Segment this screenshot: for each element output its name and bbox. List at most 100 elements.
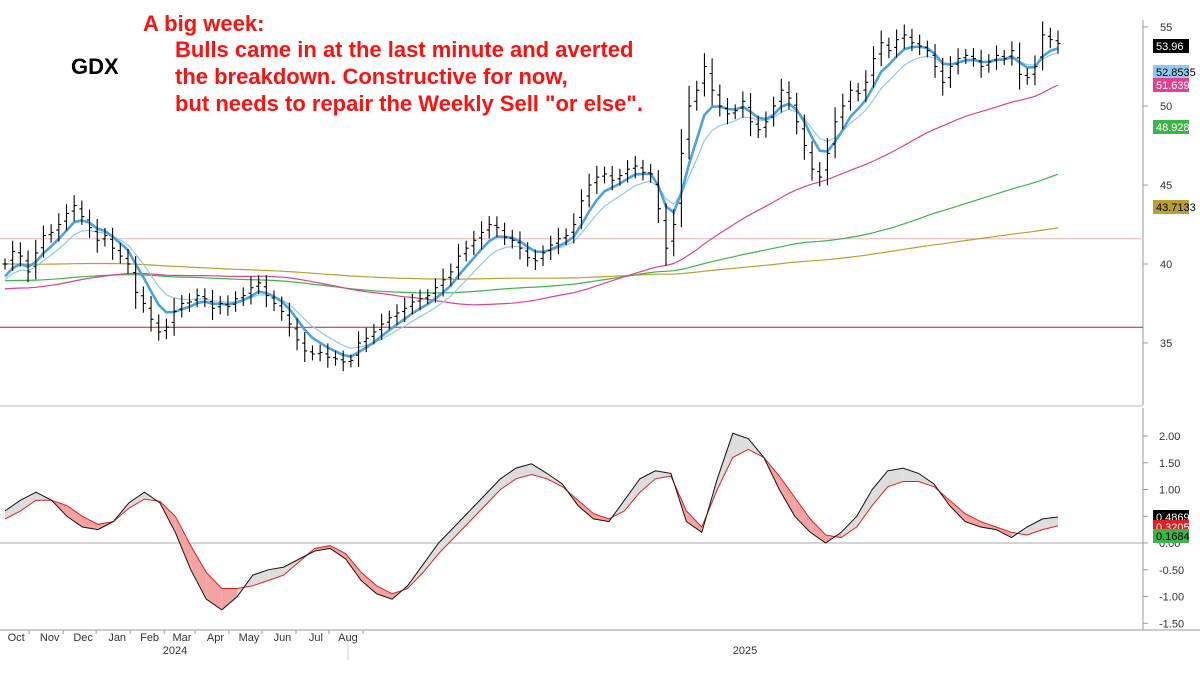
- ohlc-bar: [317, 344, 323, 362]
- osc-fill-up: [872, 470, 888, 506]
- osc-hist-tag-text: 0.1684: [1156, 531, 1190, 543]
- ohlc-bar: [63, 204, 69, 231]
- ohlc-bar: [778, 78, 784, 113]
- ohlc-bar: [102, 227, 108, 247]
- ohlc-bar: [48, 224, 54, 243]
- commentary-headline: A big week:: [143, 11, 264, 36]
- osc-fill-up: [438, 526, 455, 554]
- ohlc-bar: [33, 239, 39, 280]
- ohlc-bar: [671, 209, 677, 257]
- ohlc-bar: [571, 213, 577, 244]
- ohlc-bar: [917, 34, 923, 56]
- fast-ma-tag-box: [1153, 65, 1189, 79]
- osc-fill-up: [903, 468, 919, 482]
- ohlc-bar: [240, 287, 246, 307]
- price-bars: [2, 21, 1061, 372]
- ohlc-bar: [417, 289, 423, 311]
- ohlc-bar: [455, 243, 461, 280]
- ohlc-bar: [394, 304, 400, 325]
- ohlc-bar: [479, 221, 485, 250]
- ohlc-bar: [94, 218, 100, 253]
- ohlc-bar: [56, 213, 62, 242]
- ohlc-bar: [763, 111, 769, 138]
- osc-fill-down: [980, 521, 997, 530]
- ohlc-bar: [663, 203, 669, 266]
- month-label: Apr: [207, 632, 224, 644]
- price-tick-label: 45: [1160, 180, 1172, 192]
- osc-fill-up: [887, 468, 904, 487]
- ohlc-bar: [686, 85, 692, 160]
- osc-fill-down: [949, 500, 966, 522]
- price-axis-ticks: 35 40 45 50 55: [1143, 22, 1172, 350]
- osc-fill-up: [485, 478, 501, 506]
- ma100-line: [4, 173, 1059, 294]
- month-label: Jul: [309, 632, 323, 644]
- osc-fill-down: [82, 516, 98, 530]
- ohlc-bar: [863, 70, 869, 103]
- ohlc-bar: [10, 240, 16, 271]
- osc-tick-label: -1.50: [1159, 618, 1184, 630]
- osc-hist-tag: 0.1684: [1153, 529, 1190, 543]
- ohlc-bar: [909, 28, 915, 52]
- ohlc-bar: [432, 278, 438, 303]
- ohlc-bar: [1047, 27, 1053, 49]
- osc-fill-down: [345, 553, 362, 581]
- osc-fill-up: [546, 473, 563, 487]
- month-labels: Oct Nov Dec Jan Feb Mar Apr May Jun Jul Aug: [8, 630, 364, 644]
- osc-fill-down: [965, 513, 981, 527]
- ohlc-bar: [1040, 21, 1046, 71]
- osc-tick-label: -0.50: [1159, 565, 1184, 577]
- ohlc-bar: [878, 30, 884, 67]
- osc-fill-down: [779, 476, 795, 517]
- ohlc-bar: [517, 231, 523, 260]
- oscillator-panel: [0, 432, 1143, 611]
- ohlc-bar: [87, 209, 93, 238]
- ohlc-bar: [110, 227, 116, 260]
- ohlc-bar: [71, 195, 77, 222]
- osc-fill-down: [66, 505, 83, 527]
- month-label: Oct: [8, 632, 25, 644]
- osc-fill-down: [330, 545, 346, 560]
- ohlc-bar: [940, 57, 946, 96]
- ohlc-bar: [1024, 68, 1030, 85]
- ohlc-bar: [40, 225, 46, 258]
- ohlc-bar: [117, 243, 123, 264]
- ohlc-bar: [609, 165, 615, 191]
- commentary-line-2: the breakdown. Constructive for now,: [175, 64, 568, 89]
- osc-fill-up: [918, 473, 935, 487]
- ohlc-bar: [294, 318, 300, 351]
- osc-fill-down: [794, 497, 811, 533]
- osc-fill-up: [856, 489, 873, 527]
- osc-fill-up: [717, 433, 733, 490]
- ohlc-bar: [325, 343, 331, 368]
- ohlc-bar: [786, 81, 792, 110]
- osc-main-line: [4, 432, 1059, 611]
- ma50-tag-text: 51.6396: [1156, 80, 1196, 92]
- ohlc-bar: [555, 227, 561, 255]
- ohlc-bar: [1055, 30, 1061, 54]
- ohlc-bar: [271, 290, 277, 312]
- ma100-tag-text: 48.9289: [1156, 122, 1196, 134]
- month-label: Jun: [274, 632, 292, 644]
- ohlc-bar: [25, 250, 31, 283]
- ohlc-bar: [594, 165, 600, 194]
- commentary-line-1: Bulls came in at the last minute and ave…: [175, 37, 633, 62]
- osc-fill-down: [577, 500, 594, 519]
- ohlc-bar: [794, 92, 800, 135]
- ohlc-bar: [448, 263, 454, 286]
- month-label: Mar: [172, 632, 191, 644]
- ohlc-bar: [425, 289, 431, 305]
- ohlc-bar: [801, 114, 807, 160]
- last-price-tag-text: 53.96: [1156, 41, 1184, 53]
- ohlc-bar: [2, 258, 8, 270]
- ohlc-bar: [463, 240, 469, 262]
- ohlc-bar: [724, 98, 730, 125]
- fast-ma-tag: 52.8535: [1153, 65, 1196, 79]
- ma200-tag: 43.7133: [1153, 200, 1196, 214]
- osc-fill-down: [810, 518, 826, 543]
- ma200-tag-box: [1153, 200, 1189, 214]
- ohlc-bar: [617, 168, 623, 186]
- osc-hist-tag-box: [1153, 529, 1189, 543]
- ohlc-bar: [740, 91, 746, 118]
- ohlc-bar: [279, 296, 285, 321]
